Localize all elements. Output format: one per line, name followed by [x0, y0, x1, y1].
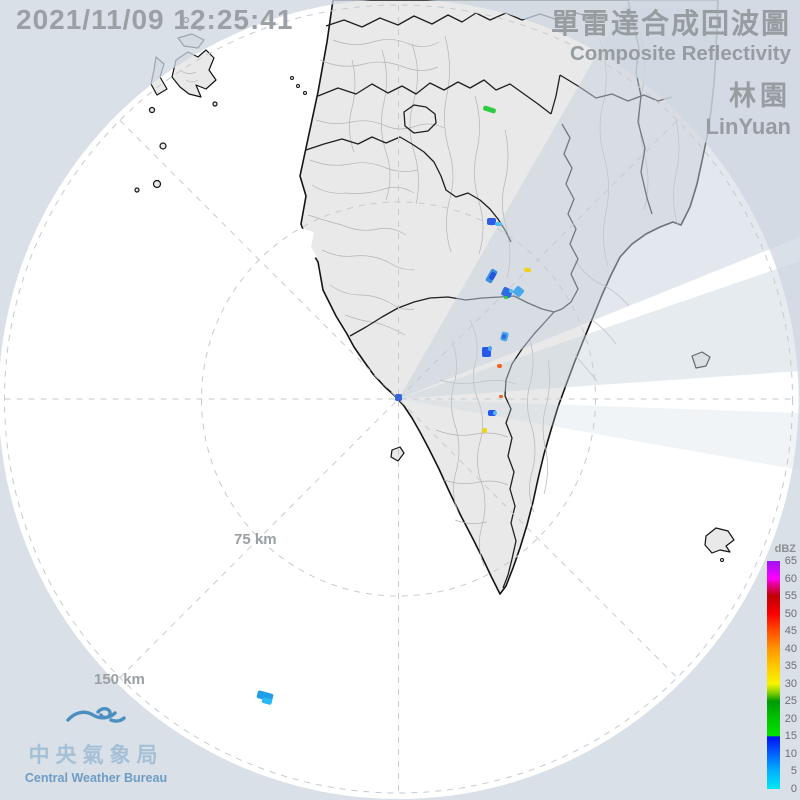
- radar-echo: [495, 222, 502, 226]
- radar-echo: [488, 346, 492, 351]
- radar-echo: [497, 364, 502, 368]
- radar-graticule: [4, 4, 793, 794]
- radar-echo: [509, 289, 513, 293]
- title-block: 單雷達合成回波圖 Composite Reflectivity 林園 LinYu…: [551, 2, 791, 140]
- cwb-name-zh: 中央氣象局: [28, 744, 164, 767]
- radar-echo: [523, 267, 532, 273]
- lanyu-island: [704, 527, 735, 554]
- liuqiu-island: [390, 446, 405, 462]
- radar-echo: [482, 105, 497, 114]
- product-title-zh: 單雷達合成回波圖: [550, 8, 791, 39]
- coastal-lagoon: [297, 228, 317, 261]
- radar-echo: [261, 696, 273, 706]
- colorbar-ticks: 65 60 55 50 45 40 35 30 25 20 15 10 5 0: [784, 555, 797, 795]
- product-title-en: Composite Reflectivity: [570, 42, 791, 65]
- cwb-name-en: Central Weather Bureau: [24, 771, 168, 785]
- green-island: [691, 351, 711, 369]
- radar-echo: [395, 394, 402, 401]
- cwb-logo: 中央氣象局 Central Weather Bureau: [18, 703, 174, 785]
- radar-echo: [482, 428, 487, 433]
- colorbar-gradient: [767, 561, 780, 789]
- radar-echo: [488, 410, 496, 416]
- station-name-en: LinYuan: [705, 114, 791, 139]
- station-name-zh: 林園: [729, 81, 791, 111]
- cwb-wave-icon: [66, 706, 126, 723]
- dbz-colorbar: dBZ 65 60 55 50 45 40 35 30 25 20 15 10 …: [764, 543, 798, 795]
- colorbar-unit-label: dBZ: [774, 543, 796, 555]
- radar-echo: [493, 411, 497, 415]
- radar-echo: [482, 347, 491, 357]
- small-islet: [720, 558, 724, 562]
- range-label-150km: 150 km: [94, 671, 145, 688]
- coastal-islets: [290, 76, 307, 95]
- radar-echo: [504, 296, 508, 299]
- timestamp: 2021/11/09 12:25:41: [16, 4, 294, 35]
- radar-echo: [487, 218, 496, 225]
- range-label-75km: 75 km: [234, 531, 277, 548]
- radar-echo: [499, 395, 503, 398]
- radar-echo: [512, 285, 525, 298]
